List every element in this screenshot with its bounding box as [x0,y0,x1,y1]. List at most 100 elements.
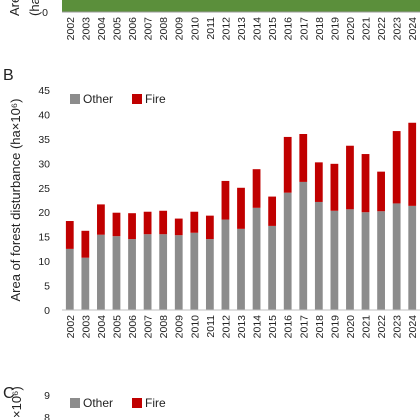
bar-other-2013 [237,228,245,310]
bar-other-2017 [299,181,308,310]
panel-b-bars [65,122,417,310]
panel-b-y-tick: 30 [38,158,50,170]
bar-other-2018 [314,201,323,310]
panel-b-x-label: 2006 [127,315,139,339]
top-year-label: 2019 [329,17,341,41]
panel-b-x-label: 2013 [236,315,248,339]
legend-swatch-fire [132,94,142,104]
bar-other-2012 [221,219,230,310]
panel-b-x-labels: 2002 2003 2004 2005 2006 2007 2008 2009 2010 2011… [65,315,419,339]
top-tick-0: 0 [42,7,48,19]
top-bar-band [62,0,420,12]
bar-other-2003 [81,257,90,310]
bar-fire-2017 [299,134,308,182]
bar-fire-2016 [283,136,292,193]
panel-b-y-tick: 10 [38,256,50,268]
top-year-label: 2015 [267,17,279,41]
bar-fire-2011 [205,215,214,240]
panel-b-x-label: 2021 [361,315,373,339]
bar-other-2022 [377,211,385,310]
bar-other-2019 [330,210,339,310]
bar-fire-2008 [159,210,168,235]
bar-other-2008 [159,234,168,310]
panel-b-x-label: 2014 [252,315,264,339]
bar-fire-2009 [174,218,183,236]
top-year-label: 2023 [392,17,404,41]
top-ylabel-partial-2: (ha [27,0,42,16]
bar-other-2009 [174,235,183,310]
top-year-label: 2010 [189,17,201,41]
top-ylabel-partial: Area [7,0,22,16]
legend-label-c-fire: Fire [145,396,166,410]
panel-b-x-label: 2003 [80,315,92,339]
bar-other-2014 [252,207,261,310]
top-year-label: 2002 [65,17,77,41]
bar-fire-2002 [65,221,74,249]
panel-b-x-label: 2023 [392,315,404,339]
bar-fire-2004 [97,204,105,235]
panel-b-x-label: 2008 [158,315,170,339]
bar-fire-2022 [377,171,385,212]
bar-fire-2021 [361,154,370,213]
bar-other-2005 [112,236,121,310]
top-year-label: 2024 [407,17,419,41]
legend-swatch-c-fire [132,398,142,408]
panel-b-legend: Other Fire [70,92,166,106]
panel-b-x-label: 2002 [65,315,77,339]
panel-b-x-label: 2017 [298,315,310,339]
panel-b-x-label: 2010 [189,315,201,339]
top-year-label: 2008 [158,17,170,41]
panel-b-x-label: 2024 [407,315,419,339]
panel-b-y-axis: 0 5 10 15 20 25 30 35 40 45 [38,85,50,317]
bar-fire-2013 [237,187,245,229]
bar-fire-2020 [346,145,354,210]
panel-b-x-label: 2015 [267,315,279,339]
panel-b-y-tick: 25 [38,183,50,195]
panel-b-x-label: 2020 [345,315,357,339]
panel-b-x-label: 2019 [329,315,341,339]
top-year-label: 2016 [283,17,295,41]
panel-b-y-tick: 5 [44,281,50,293]
top-year-label: 2012 [220,17,232,41]
top-year-label: 2021 [361,17,373,41]
panel-b-y-tick: 15 [38,232,50,244]
bar-other-2023 [392,203,401,310]
bar-other-2015 [268,225,277,310]
top-year-label: 2005 [111,17,123,41]
panel-c-label: C [3,385,15,402]
legend-swatch-c-other [70,398,80,408]
top-year-label: 2014 [252,17,264,41]
panel-c-y-ticks: 98 [44,390,50,420]
panel-c-y-tick: 9 [44,390,50,402]
top-year-label: 2006 [127,17,139,41]
bar-fire-2005 [112,212,121,237]
top-year-label: 2007 [143,17,155,41]
bar-fire-2018 [314,162,323,202]
panel-b-x-label: 2011 [205,315,217,338]
bar-other-2010 [190,232,199,310]
bar-other-2020 [346,209,354,310]
bar-fire-2010 [190,211,199,233]
panel-b-y-tick: 0 [44,305,50,317]
top-year-label: 2009 [174,17,186,41]
top-year-label: 2004 [96,17,108,41]
bar-fire-2012 [221,180,230,220]
top-year-label: 2020 [345,17,357,41]
bar-fire-2014 [252,169,261,208]
panel-b-label: B [3,67,14,84]
panel-b-x-label: 2022 [376,315,388,339]
bar-other-2016 [283,192,292,310]
panel-b-x-label: 2018 [314,315,326,339]
bar-fire-2006 [128,213,136,240]
legend-label-c-other: Other [83,396,113,410]
bar-other-2024 [408,205,417,310]
panel-c-legend: Other Fire [70,396,166,410]
bar-fire-2019 [330,163,339,211]
panel-b-x-label: 2005 [111,315,123,339]
panel-b-x-label: 2007 [143,315,155,339]
panel-b-y-tick: 35 [38,134,50,146]
bar-other-2002 [65,248,74,310]
top-year-label: 2003 [80,17,92,41]
top-year-label: 2011 [205,17,217,40]
